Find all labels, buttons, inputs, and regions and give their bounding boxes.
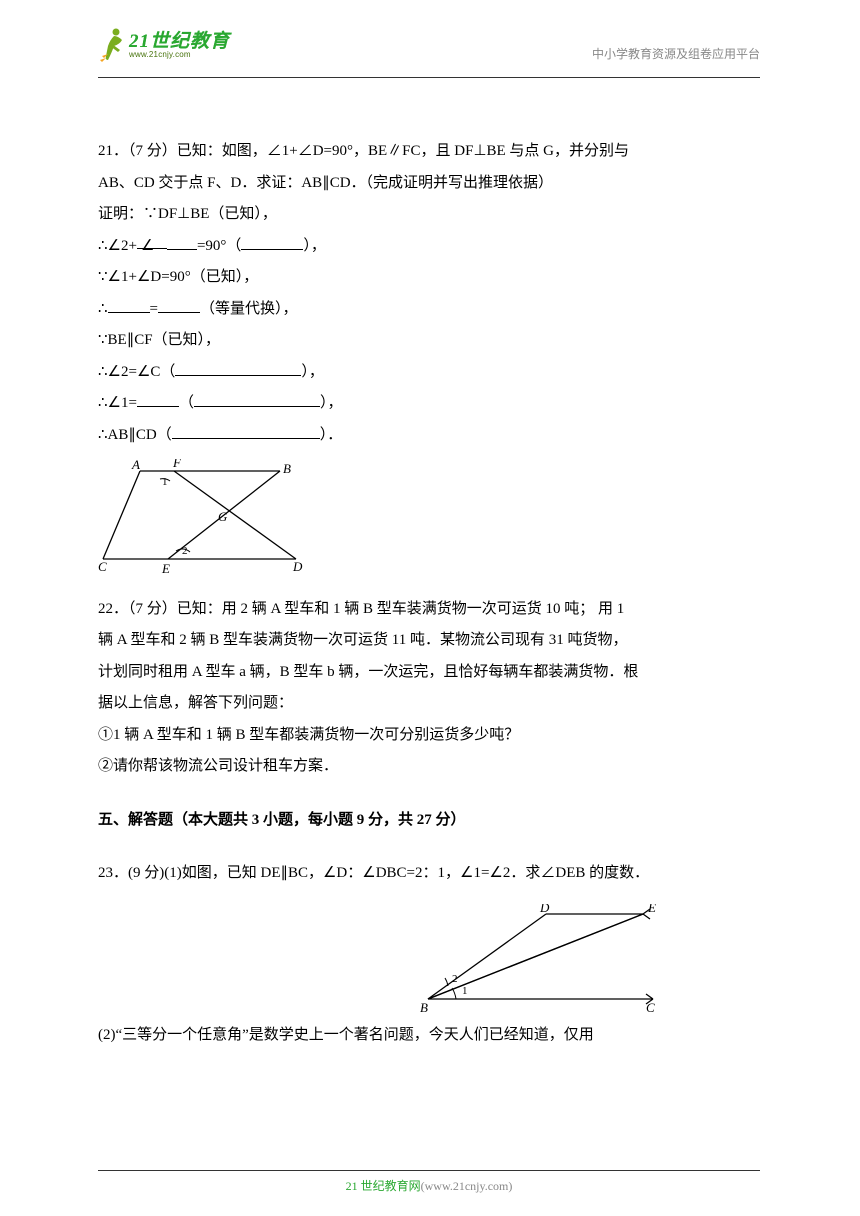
label-D: D [292, 559, 303, 574]
label-C: C [646, 1000, 655, 1014]
blank[interactable] [175, 358, 301, 376]
q22-line4: 据以上信息，解答下列问题： [98, 688, 760, 720]
q23-line1: 23．(9 分)(1)如图，已知 DE∥BC，∠D：∠DBC=2：1，∠1=∠2… [98, 858, 760, 890]
blank[interactable] [158, 295, 200, 313]
label-angle1: 1 [162, 476, 168, 488]
q21-line4: ∴∠2+∠ =90°（ ）， [98, 231, 760, 263]
label-F: F [172, 459, 182, 470]
label-angle1: 1 [462, 985, 468, 997]
label-B: B [283, 461, 291, 476]
q21-l4b: ∠ [137, 238, 158, 254]
label-C: C [98, 559, 107, 574]
page-header: 21世纪教育 www.21cnjy.com 中小学教育资源及组卷应用平台 [98, 0, 760, 78]
q22-line6: ②请你帮该物流公司设计租车方案． [98, 751, 760, 783]
figure-q21: A F B C E D G 1 2 [98, 459, 308, 577]
q21-l9c: ）， [320, 395, 343, 411]
q21-l10b: ）． [320, 427, 343, 443]
blank[interactable] [108, 295, 150, 313]
q21-line3: 证明：∵DF⊥BE（已知）， [98, 199, 760, 231]
header-platform-text: 中小学教育资源及组卷应用平台 [592, 45, 760, 62]
label-G: G [218, 509, 228, 524]
logo: 21世纪教育 www.21cnjy.com [98, 26, 230, 64]
q21-l9a: ∴∠1= [98, 395, 137, 411]
label-angle2: 2 [452, 973, 458, 985]
q21-l4c: =90°（ [197, 238, 241, 254]
blank[interactable] [172, 421, 320, 439]
q21-line8: ∴∠2=∠C（ ）， [98, 357, 760, 389]
runner-icon [98, 26, 126, 64]
q22-line1: 22．（7 分）已知：用 2 辆 A 型车和 1 辆 B 型车装满货物一次可运货… [98, 594, 760, 626]
q21-l9b: （ [179, 395, 194, 411]
logo-url-text: www.21cnjy.com [129, 51, 230, 59]
label-E: E [647, 904, 656, 915]
footer-url: (www.21cnjy.com) [421, 1179, 513, 1193]
document-body: 21．（7 分）已知：如图，∠1+∠D=90°，BE∥FC，且 DF⊥BE 与点… [98, 136, 760, 1051]
figure-q23: B C D E 1 2 [418, 904, 668, 1014]
blank[interactable]: ∠ [137, 231, 167, 249]
blank[interactable] [241, 232, 303, 250]
footer-brand: 21 世纪教育网 [346, 1179, 421, 1193]
q22-line2: 辆 A 型车和 2 辆 B 型车装满货物一次可运货 11 吨．某物流公司现有 3… [98, 625, 760, 657]
q21-line5: ∵∠1+∠D=90°（已知）， [98, 262, 760, 294]
label-D: D [539, 904, 550, 915]
q21-l4a: ∴∠2+ [98, 238, 137, 254]
q21-line6: ∴ = （等量代换）， [98, 294, 760, 326]
q21-line10: ∴AB∥CD（ ）． [98, 420, 760, 452]
label-angle2: 2 [182, 545, 188, 557]
q21-l8b: ）， [301, 364, 324, 380]
q21-line2: AB、CD 交于点 F、D．求证：AB∥CD．（完成证明并写出推理依据） [98, 168, 760, 200]
q21-l6a: ∴ [98, 301, 108, 317]
q23-line2: (2)“三等分一个任意角”是数学史上一个著名问题，今天人们已经知道，仅用 [98, 1020, 760, 1052]
q21-line1: 21．（7 分）已知：如图，∠1+∠D=90°，BE∥FC，且 DF⊥BE 与点… [98, 136, 760, 168]
q21-l6b: = [150, 301, 158, 317]
q22-line3: 计划同时租用 A 型车 a 辆，B 型车 b 辆，一次运完，且恰好每辆车都装满货… [98, 657, 760, 689]
blank[interactable] [167, 232, 197, 250]
q21-l6c: （等量代换）， [200, 301, 298, 317]
blank[interactable] [137, 389, 179, 407]
logo-brand-text: 21世纪教育 [129, 32, 230, 51]
q21-l10a: ∴AB∥CD（ [98, 427, 172, 443]
label-E: E [161, 561, 170, 576]
q21-l8a: ∴∠2=∠C（ [98, 364, 175, 380]
q21-l4d: ）， [303, 238, 326, 254]
q22-line5: ①1 辆 A 型车和 1 辆 B 型车都装满货物一次可分别运货多少吨？ [98, 720, 760, 752]
section-5-title: 五、解答题（本大题共 3 小题，每小题 9 分，共 27 分） [98, 805, 760, 837]
blank[interactable] [194, 389, 320, 407]
label-A: A [131, 459, 140, 472]
q21-line7: ∵BE∥CF（已知）， [98, 325, 760, 357]
page-footer: 21 世纪教育网(www.21cnjy.com) [98, 1170, 760, 1194]
label-B: B [420, 1000, 428, 1014]
q21-line9: ∴∠1= （ ）， [98, 388, 760, 420]
